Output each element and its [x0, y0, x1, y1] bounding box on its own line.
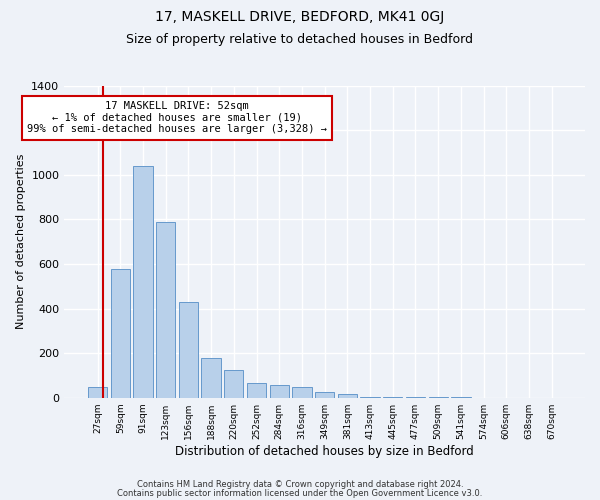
Bar — [179, 302, 198, 398]
Text: Size of property relative to detached houses in Bedford: Size of property relative to detached ho… — [127, 32, 473, 46]
Text: 17, MASKELL DRIVE, BEDFORD, MK41 0GJ: 17, MASKELL DRIVE, BEDFORD, MK41 0GJ — [155, 10, 445, 24]
Bar — [224, 370, 244, 398]
Text: 17 MASKELL DRIVE: 52sqm
← 1% of detached houses are smaller (19)
99% of semi-det: 17 MASKELL DRIVE: 52sqm ← 1% of detached… — [27, 101, 327, 134]
Bar — [110, 270, 130, 398]
Bar — [292, 386, 311, 398]
Bar — [361, 396, 380, 398]
Text: Contains public sector information licensed under the Open Government Licence v3: Contains public sector information licen… — [118, 488, 482, 498]
Bar — [156, 222, 175, 398]
Bar — [269, 386, 289, 398]
Y-axis label: Number of detached properties: Number of detached properties — [16, 154, 26, 330]
Bar — [247, 383, 266, 398]
Bar — [133, 166, 152, 398]
Bar — [88, 386, 107, 398]
Bar — [315, 392, 334, 398]
Text: Contains HM Land Registry data © Crown copyright and database right 2024.: Contains HM Land Registry data © Crown c… — [137, 480, 463, 489]
Bar — [338, 394, 357, 398]
X-axis label: Distribution of detached houses by size in Bedford: Distribution of detached houses by size … — [175, 444, 474, 458]
Bar — [202, 358, 221, 398]
